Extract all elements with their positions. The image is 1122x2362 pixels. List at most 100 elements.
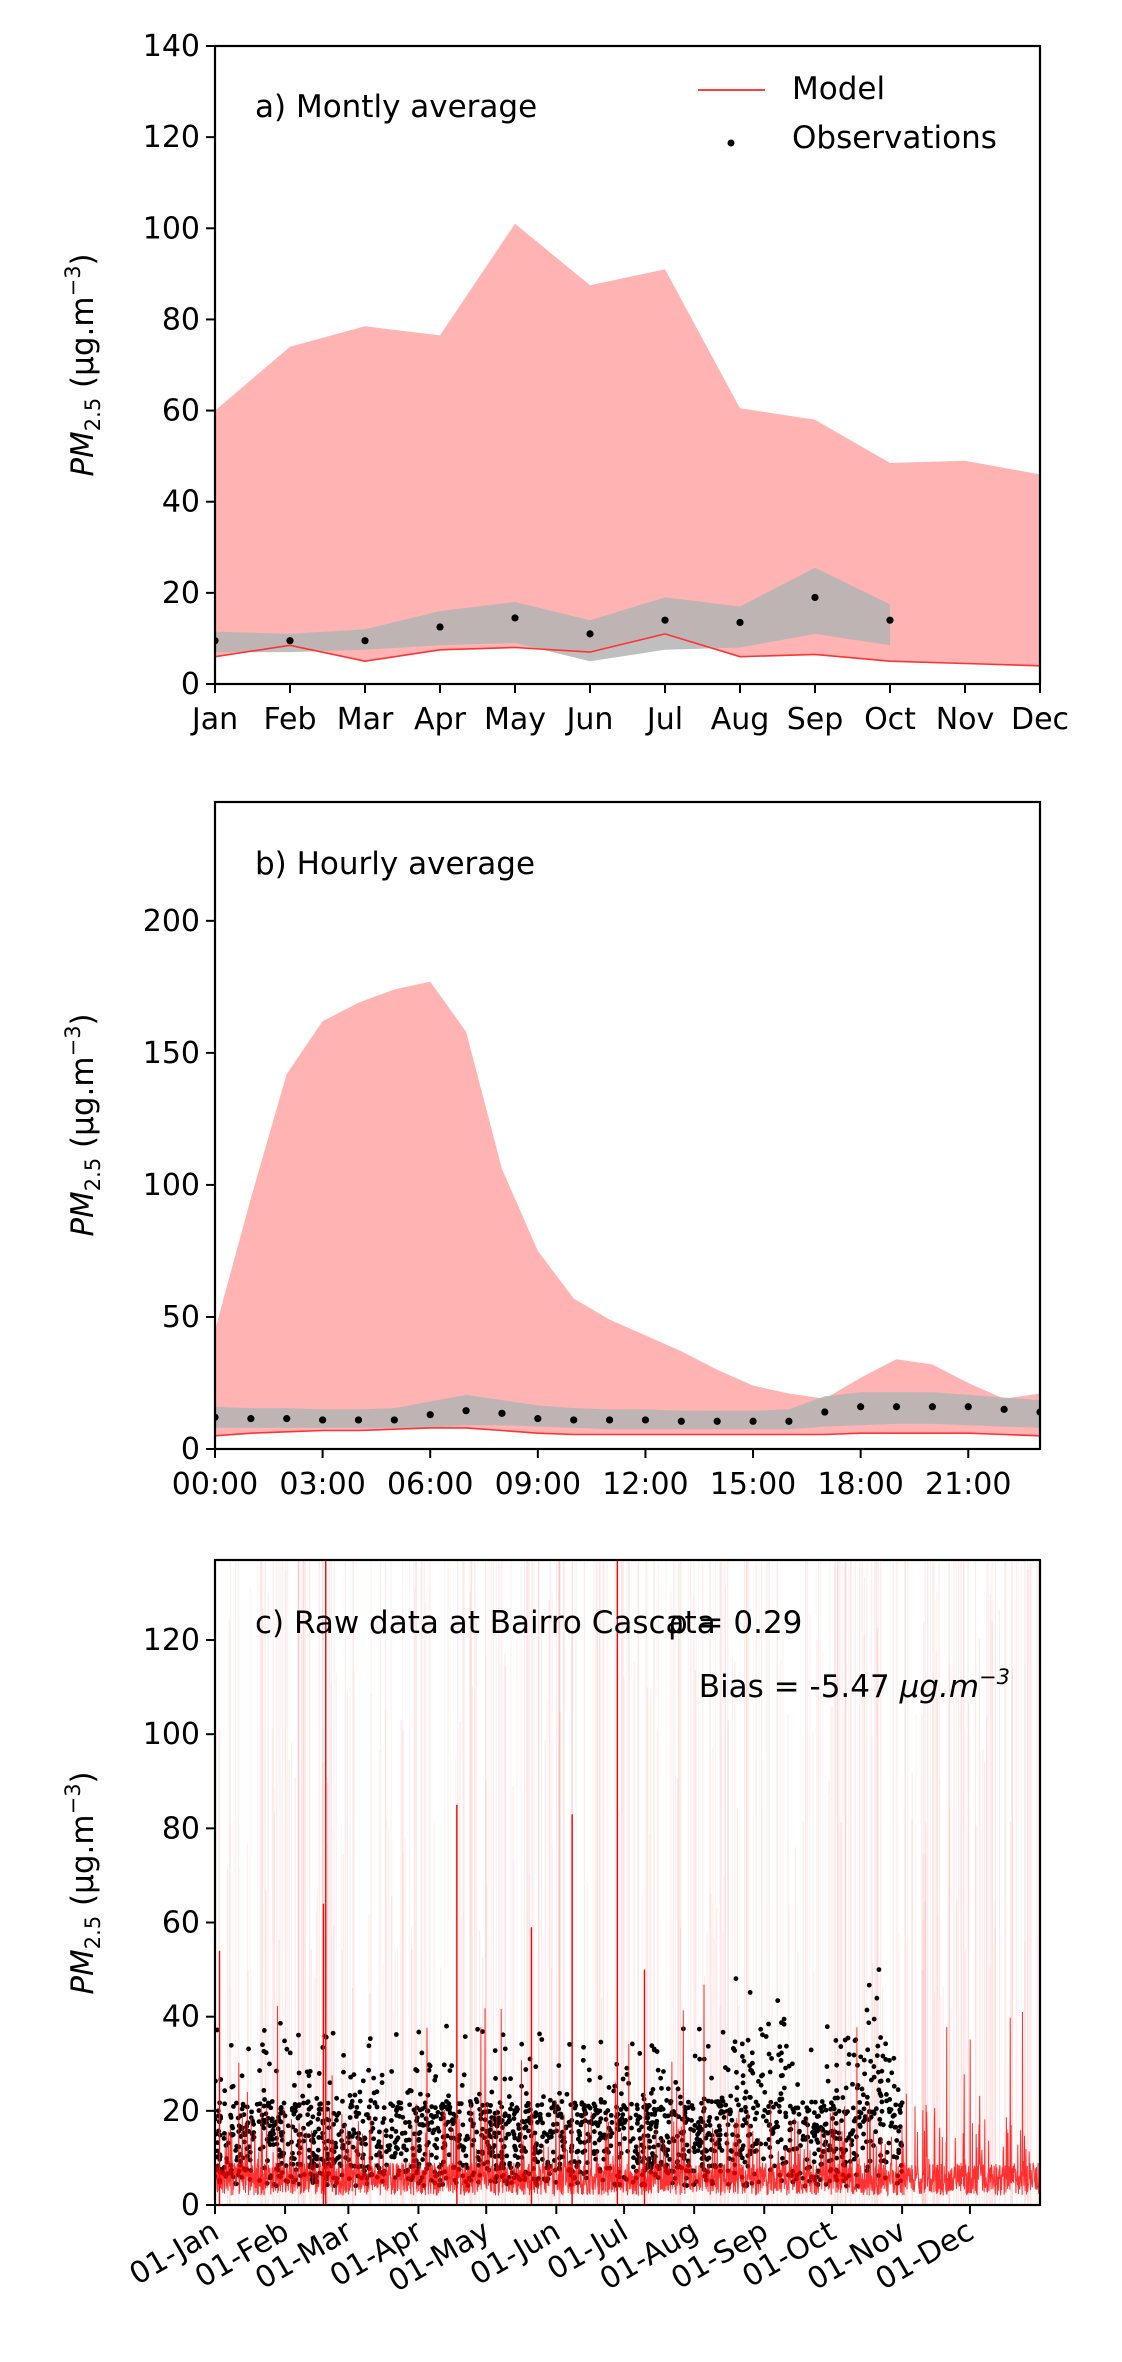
observation-point [641, 2104, 647, 2110]
panel-c-title: c) Raw data at Bairro Cascata [255, 1605, 716, 1641]
observation-point [749, 2050, 755, 2056]
panel-a-monthly-average: 0 20 40 60 80 100 120 140 Jan Feb Mar Apr May Jun Jul A… [61, 29, 1069, 737]
observation-point [805, 2108, 811, 2114]
observation-point [709, 2137, 715, 2143]
observation-point [432, 2142, 438, 2148]
observation-point [767, 2122, 773, 2127]
observation-point [717, 2137, 723, 2143]
observation-point [688, 2126, 694, 2132]
observation-point [732, 2048, 738, 2053]
observation-point [865, 2047, 871, 2053]
observation-point [790, 2106, 796, 2112]
observation-point [803, 2116, 809, 2122]
observation-point [395, 2146, 401, 2152]
legend-model-label: Model [792, 71, 885, 107]
observation-point [894, 2138, 900, 2143]
observation-point [796, 2111, 802, 2117]
observation-point [810, 2130, 815, 2135]
observation-point [828, 2106, 834, 2112]
observation-point [539, 2102, 545, 2108]
observation-point [634, 2102, 640, 2108]
observation-point [426, 2067, 432, 2073]
observation-point [831, 2106, 837, 2112]
x-tick-label: 12:00 [602, 1467, 688, 1502]
observation-point [883, 2041, 889, 2047]
model-spread-band [215, 981, 1040, 1436]
observation-point [354, 2104, 360, 2110]
observation-point [567, 2041, 572, 2047]
observation-point [303, 2133, 308, 2139]
observation-point [776, 2052, 782, 2058]
model-spread-band [215, 223, 1040, 666]
observation-point [407, 2102, 413, 2108]
observation-point [690, 2106, 696, 2111]
observation-point [742, 2117, 747, 2123]
observation-point [624, 2071, 630, 2077]
observation-point [548, 2097, 553, 2103]
observation-point [456, 2109, 462, 2115]
observation-point [673, 2079, 679, 2085]
observation-point [781, 2085, 787, 2091]
observation-point [461, 2145, 467, 2151]
ylabel-sub: 2.5 [81, 1158, 105, 1191]
observation-point [405, 2090, 411, 2095]
observation-point [278, 2130, 284, 2136]
observation-point [813, 2099, 818, 2105]
observation-point [435, 2125, 441, 2131]
observation-point [306, 2147, 312, 2153]
observation-point [897, 2107, 903, 2113]
observation-point [420, 2122, 426, 2128]
observation-point [272, 2122, 277, 2128]
observation-point [489, 2115, 495, 2121]
observation-point [677, 1417, 685, 1425]
observation-point [828, 2100, 834, 2106]
observation-point [778, 2091, 784, 2097]
observation-point [886, 616, 894, 624]
observation-point [851, 2052, 857, 2058]
observation-point [843, 2085, 849, 2091]
observation-point [239, 2106, 245, 2112]
ylabel-sub: 2.5 [81, 398, 105, 431]
observation-point [800, 2100, 806, 2106]
observation-point [749, 2068, 754, 2074]
observation-point [523, 2124, 529, 2130]
observation-point [692, 2149, 698, 2155]
observation-point [773, 2101, 779, 2107]
observation-point [546, 2112, 552, 2118]
observation-point [858, 2110, 864, 2116]
observation-point [502, 2046, 508, 2052]
observation-point [871, 2074, 877, 2080]
observation-point [370, 2126, 376, 2131]
observation-point [706, 2118, 712, 2124]
observation-point [767, 2069, 773, 2075]
observation-point [824, 2064, 830, 2069]
observation-point [228, 2112, 233, 2118]
observation-point [760, 2032, 765, 2038]
observation-point [413, 2067, 419, 2072]
observation-point [605, 2108, 611, 2113]
observation-point [292, 2082, 297, 2088]
observation-point [390, 1416, 398, 1424]
observation-point [506, 2094, 512, 2099]
observation-point [351, 2072, 357, 2077]
observation-point [868, 2058, 874, 2064]
observation-point [349, 2098, 355, 2104]
observation-point [541, 2130, 547, 2136]
observation-point [896, 2150, 902, 2156]
observation-point [317, 2102, 322, 2107]
observation-point [763, 2141, 769, 2147]
observation-point [511, 2111, 517, 2117]
observation-point [619, 2121, 625, 2127]
observation-point [538, 2143, 544, 2149]
observation-point [476, 2162, 481, 2168]
observation-point [603, 2117, 609, 2122]
observation-point [639, 2124, 644, 2130]
observation-point [380, 2120, 386, 2125]
observation-point [745, 2037, 751, 2043]
observation-point [862, 2071, 868, 2077]
observation-point [228, 2042, 234, 2048]
observation-point [880, 2053, 886, 2059]
observation-point [524, 2103, 529, 2109]
observation-point [858, 2054, 864, 2060]
x-tick-label: Jan [190, 702, 238, 737]
